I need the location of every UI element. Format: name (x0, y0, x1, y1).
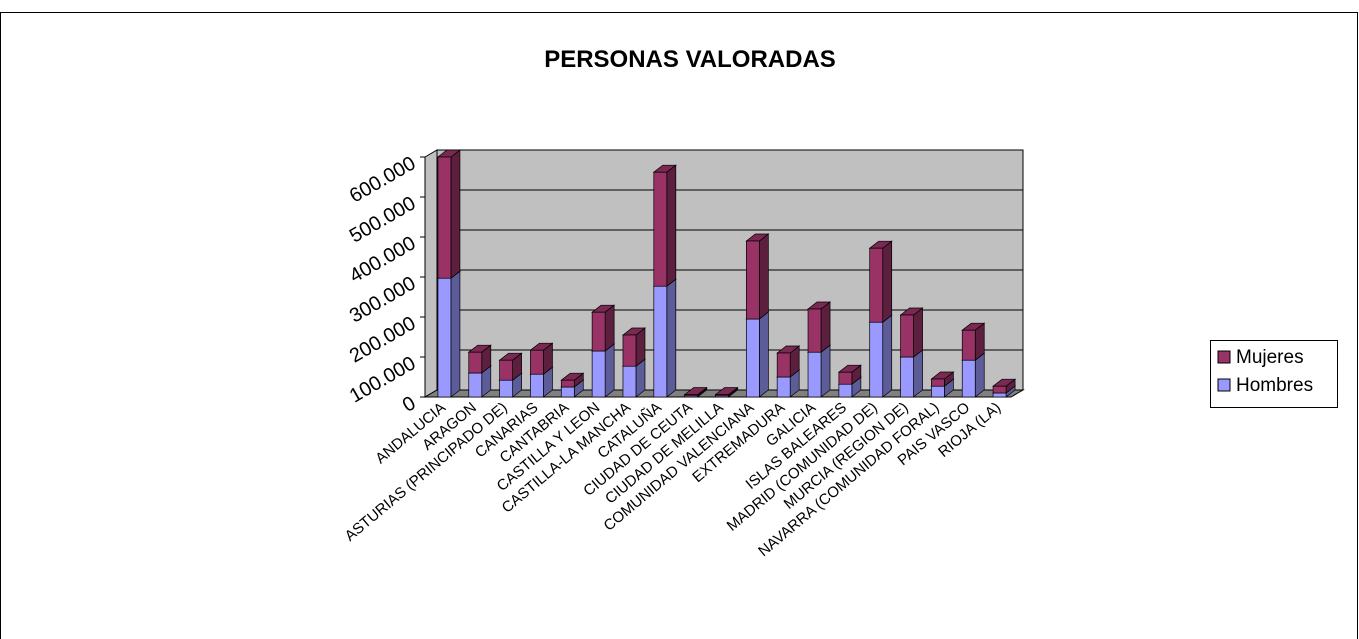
bar-side (820, 344, 831, 398)
bar-segment (652, 278, 677, 398)
bar-side (604, 304, 615, 352)
bar-front (900, 314, 914, 358)
bar-front (437, 156, 452, 279)
bar-front (838, 383, 853, 398)
bar-front (961, 359, 976, 398)
bar-side (666, 278, 677, 398)
bar-front (869, 247, 884, 323)
bar-front (745, 318, 760, 398)
side-wall (424, 149, 438, 398)
bar-segment (467, 344, 492, 374)
bar-front (961, 329, 976, 361)
bar-segment (745, 311, 770, 398)
bar-segment (745, 233, 770, 320)
bar-side (450, 270, 461, 398)
bar-segment (776, 345, 801, 378)
bar-side (820, 301, 831, 353)
bar-front (591, 350, 606, 398)
bar-segment (868, 314, 893, 398)
bar-front (684, 394, 699, 397)
bar-front (653, 285, 668, 398)
bar-side (666, 164, 677, 287)
bar-segment (868, 240, 893, 323)
bar-side (974, 352, 985, 398)
bar-front (622, 334, 637, 367)
bars (436, 149, 1017, 398)
bar-segment (807, 344, 832, 398)
bar-segment (961, 322, 986, 361)
bar-side (913, 349, 923, 398)
bar-front (776, 352, 791, 378)
bar-front (838, 371, 853, 385)
bar-segment (591, 304, 616, 352)
legend-box (1210, 340, 1338, 408)
legend-label: Mujeres (1236, 347, 1304, 368)
bar-front (622, 365, 637, 398)
bar-front (468, 351, 483, 374)
bar-side (604, 343, 615, 398)
bar-front (931, 385, 945, 398)
bar-side (758, 311, 769, 398)
bar-front (776, 376, 791, 398)
grid (420, 149, 1023, 398)
bar-segment (837, 364, 862, 385)
bar-segment (591, 343, 616, 398)
bar-segment (436, 149, 461, 279)
bar-segment (714, 386, 739, 397)
bar-front (807, 351, 822, 398)
bar-front (807, 308, 822, 353)
bar-segment (807, 301, 832, 353)
bar-front (653, 171, 668, 287)
bar-front (499, 359, 513, 381)
chart-title: PERSONAS VALORADAS (544, 46, 836, 73)
bar-front (900, 356, 914, 398)
bar-front (992, 385, 1007, 394)
bar-side (450, 149, 461, 279)
bar-segment (529, 342, 554, 375)
bar-side (882, 240, 893, 323)
bar-front (530, 373, 544, 398)
bar-side (758, 233, 769, 320)
bar-front (745, 240, 760, 320)
bar-segment (560, 372, 585, 388)
bar-front (530, 349, 544, 375)
bar-front (992, 392, 1007, 398)
legend: Mujeres Hombres (1217, 347, 1313, 396)
bar-front (560, 379, 575, 388)
bar-segment (899, 307, 924, 358)
bar-front (931, 378, 945, 387)
bar-front (591, 311, 606, 352)
legend-swatch (1217, 378, 1231, 392)
bar-segment (621, 327, 646, 367)
bar-segment (652, 164, 677, 287)
legend-swatch (1217, 350, 1231, 364)
bar-front (499, 379, 513, 398)
bar-side (913, 307, 923, 358)
legend-label: Hombres (1236, 375, 1313, 396)
bar-segment (992, 378, 1017, 394)
bar-front (869, 321, 884, 398)
bar-segment (498, 352, 523, 381)
bar-segment (930, 371, 955, 387)
bar-segment (436, 270, 461, 398)
bar-front (468, 372, 483, 398)
bar-front (560, 386, 575, 398)
bar-front (715, 394, 729, 397)
bar-segment (683, 386, 708, 397)
bar-side (882, 314, 893, 398)
bar-front (437, 277, 452, 398)
